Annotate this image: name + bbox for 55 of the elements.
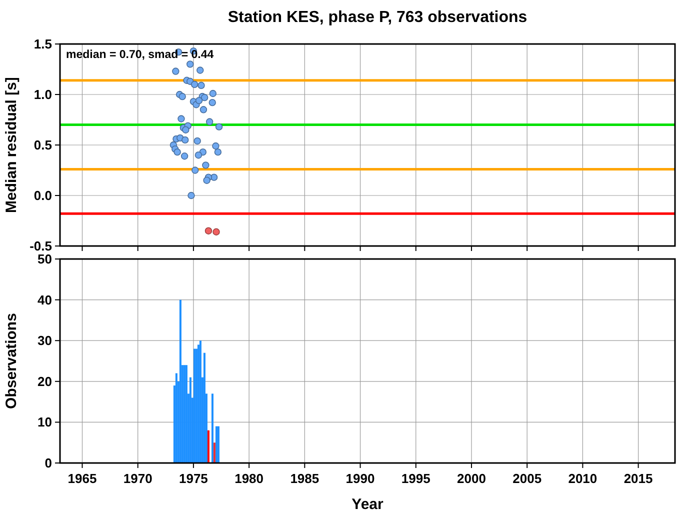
y-tick-label: 0	[44, 456, 52, 470]
point	[198, 82, 205, 90]
x-tick-label: 1980	[234, 471, 264, 486]
y-tick-label: 50	[38, 252, 52, 266]
x-tick-label: 1985	[290, 471, 320, 486]
point	[180, 152, 188, 160]
point	[214, 148, 222, 156]
point	[172, 68, 180, 75]
point	[194, 137, 201, 145]
point	[174, 148, 181, 156]
y-tick-label: 10	[38, 414, 52, 430]
chart-title: Station KES, phase P, 763 observations	[228, 9, 528, 26]
x-tick-label: 2015	[624, 471, 653, 486]
point	[190, 80, 198, 88]
point	[206, 118, 214, 126]
x-tick-label: 2010	[568, 471, 598, 486]
point	[212, 142, 220, 150]
annotation: median = 0.70, smad = 0.44	[66, 49, 214, 61]
point	[188, 192, 195, 200]
point	[204, 227, 212, 234]
y-tick-label: 30	[38, 333, 52, 348]
point	[209, 90, 217, 98]
point	[186, 60, 194, 68]
point	[200, 94, 208, 102]
y-tick-label: 0.0	[34, 188, 52, 203]
point	[196, 66, 204, 74]
point	[182, 126, 190, 134]
point	[202, 162, 210, 169]
point	[208, 98, 216, 106]
x-tick-label: 1990	[346, 471, 375, 486]
x-axis-title: Year	[352, 496, 384, 511]
x-tick-label: 1970	[123, 471, 152, 486]
y-tick-label: 1.5	[34, 36, 52, 52]
point	[195, 96, 203, 104]
point	[178, 92, 186, 100]
x-tick-label: 2005	[512, 471, 542, 486]
x-tick-label: 1975	[178, 471, 208, 486]
x-tick-label: 1965	[68, 471, 97, 486]
point	[192, 166, 199, 174]
y-axis-title: Median residual [s]	[3, 77, 20, 213]
y-tick-label: -0.5	[30, 238, 52, 254]
y-tick-label: 0.5	[34, 138, 52, 152]
point	[212, 228, 220, 236]
y-tick-label: 20	[38, 374, 52, 389]
point	[178, 115, 185, 122]
point	[203, 176, 210, 184]
x-tick-label: 2000	[457, 471, 486, 486]
x-tick-label: 1995	[401, 471, 430, 486]
point	[215, 123, 223, 130]
y-axis-title: Observations	[3, 313, 20, 409]
point	[182, 136, 189, 144]
point	[194, 152, 202, 159]
point	[200, 106, 208, 114]
y-tick-label: 40	[38, 292, 52, 308]
y-tick-label: 1.0	[34, 87, 52, 102]
